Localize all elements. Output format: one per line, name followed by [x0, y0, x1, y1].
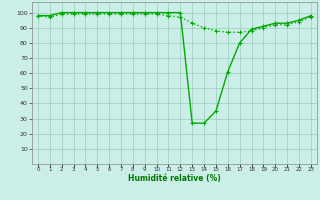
- X-axis label: Humidité relative (%): Humidité relative (%): [128, 174, 221, 183]
